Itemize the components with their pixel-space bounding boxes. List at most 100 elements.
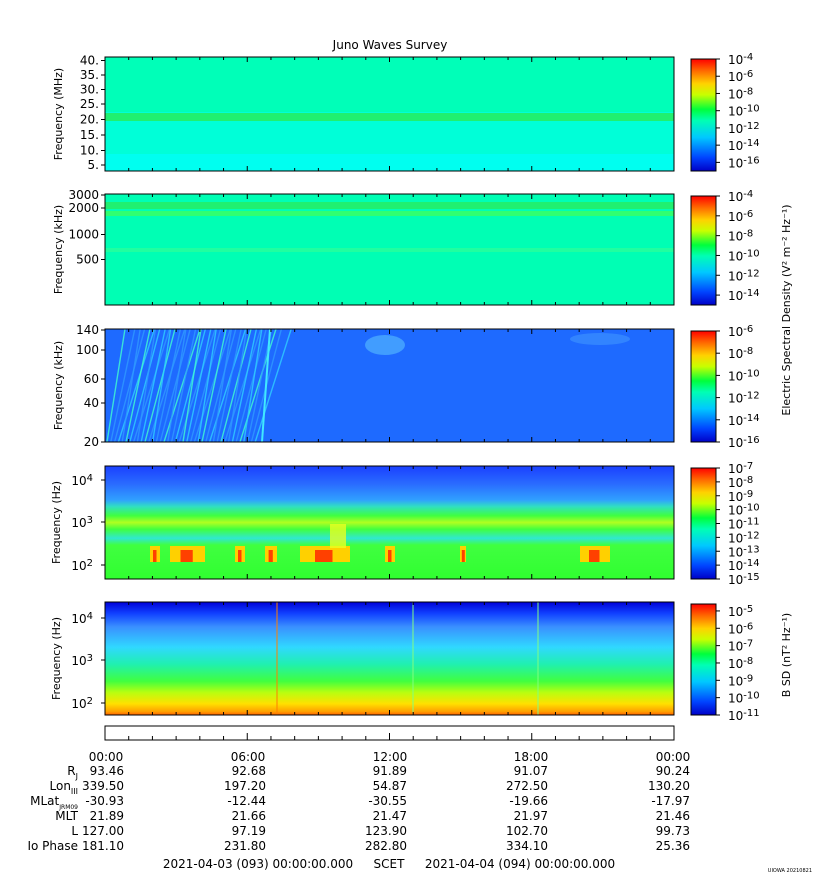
ephemeris-value: -30.55 [368,794,407,808]
y-tick-label: 5. [88,158,99,172]
colorbar-tick-label: 10-7 [728,639,753,654]
y-axis-label: Frequency (MHz) [52,68,65,160]
y-tick-label: 60 [84,372,99,386]
heatmap-burst-streak [106,328,126,443]
colorbar-tick-label: 10-6 [728,621,753,636]
colorbar-tick-label: 10-8 [728,475,753,490]
heatmap-burst-streak [113,328,146,443]
colorbar-tick-label: 10-10 [728,503,760,518]
heatmap-hot-spot [315,550,333,562]
heatmap-burst-streak [178,328,216,443]
colorbar-tick-label: 10-6 [728,69,753,84]
ephemeris-value: 123.90 [365,824,407,838]
colorbar-tick-label: 10-12 [728,268,760,283]
colorbar-tick-label: 10-14 [728,138,760,153]
heatmap-burst-streak [174,328,207,443]
heatmap-band-600khz [105,248,674,252]
colorbar-tick-label: 10-7 [728,461,753,476]
ephemeris-value: 231.80 [224,839,266,853]
ephemeris-value: 97.19 [232,824,266,838]
y-tick-label: 35. [80,68,99,82]
figure-stamp: UIOWA 20210821 [768,868,812,874]
ephemeris-value: 21.47 [373,809,407,823]
heatmap-burst-streak [220,328,252,443]
heatmap-burst-streak [246,328,273,443]
ephemeris-row-label: L [71,824,78,838]
footer-scet: SCET [374,857,406,871]
colorbar-title-electric: Electric Spectral Density (V² m⁻² Hz⁻¹) [780,204,793,415]
y-axis-label: Frequency (Hz) [50,481,63,564]
heatmap-background [105,602,674,715]
colorbar-tick-label: 10-14 [728,288,760,303]
heatmap-burst-streak [144,328,176,443]
colorbar-tick-label: 10-11 [728,708,760,723]
heatmap-burst-streak [121,328,141,443]
ephemeris-row-label: RJ [67,764,78,781]
ephemeris-value: 91.89 [373,764,407,778]
colorbar-title-magnetic: B SD (nT² Hz⁻¹) [780,613,793,697]
y-axis-label: Frequency (Hz) [50,617,63,700]
spectrogram-panel-4: 104 103 102 Frequency (Hz) 10-710-810-910-10… [50,461,760,587]
colorbar-tick-label: 10-10 [728,691,760,706]
heatmap-burst-streak [186,328,212,443]
colorbar-tick-label: 10-12 [728,530,760,545]
colorbar [690,603,717,716]
ephemeris-value: 25.36 [656,839,690,853]
heatmap-burst-streak [125,328,151,443]
ephemeris-value: 334.10 [506,839,548,853]
colorbar [690,330,717,443]
heatmap-burst-streak [227,328,248,443]
colorbar-tick-label: 10-8 [728,229,753,244]
spectrogram-panel-5: 104 103 102 Frequency (Hz) 10-5 10-6 10-7 10-8 1… [50,601,760,723]
colorbar-tick-label: 10-8 [728,656,753,671]
heatmap-burst-streak [155,328,182,443]
heatmap-burst-streak [212,328,233,443]
y-tick-label: 40. [80,54,99,68]
ephemeris-value: 339.50 [82,779,124,793]
y-tick-label: 103 [71,515,93,530]
time-label: 18:00 [514,750,549,764]
colorbar-tick-label: 10-13 [728,544,760,559]
ephemeris-row-label: MLT [55,809,78,823]
figure-title: Juno Waves Survey [332,38,448,52]
colorbar-tick-label: 10-14 [728,413,760,428]
heatmap-hot-spot [238,550,242,562]
footer-end: 2021-04-04 (094) 00:00:00.000 [425,857,615,871]
colorbar-tick-label: 10-10 [728,248,760,263]
heatmap-burst-streak [117,328,156,443]
heatmap-burst-streak [208,328,247,443]
colorbar-tick-label: 10-16 [728,435,760,450]
heatmap-burst-streak [224,328,262,443]
heatmap-burst-streak [159,328,191,443]
colorbar [690,58,717,172]
heatmap-burst-streak [235,328,267,443]
ephemeris-value: -19.66 [509,794,548,808]
y-tick-label: 103 [71,653,93,668]
colorbar-tick-label: 10-16 [728,155,760,170]
ephemeris-value: 99.73 [656,824,690,838]
ephemeris-value: 54.87 [373,779,407,793]
y-tick-label: 3000 [68,188,99,202]
heatmap-burst-streak [197,328,217,443]
colorbar-tick-label: 10-10 [728,368,760,383]
heatmap-patch [365,335,405,355]
colorbar-tick-label: 10-4 [728,52,753,67]
heatmap-burst-streak [148,328,186,443]
ephemeris-value: 90.24 [656,764,690,778]
ephemeris-value: 272.50 [506,779,548,793]
colorbar-tick-label: 10-14 [728,558,760,573]
y-axis-label: Frequency (kHz) [52,205,65,294]
heatmap-burst-streak [189,328,222,443]
heatmap-band-1800khz [105,211,674,216]
time-label: 12:00 [373,750,408,764]
heatmap-burst-streak [254,328,292,443]
y-tick-label: 104 [71,611,93,626]
colorbar [690,195,717,306]
heatmap-burst-streak [151,328,172,443]
colorbar-tick-label: 10-9 [728,489,753,504]
colorbar-tick-label: 10-5 [728,604,753,619]
ephemeris-value: 181.10 [82,839,124,853]
ephemeris-value: 91.07 [514,764,548,778]
heatmap-burst-streak [243,328,263,443]
